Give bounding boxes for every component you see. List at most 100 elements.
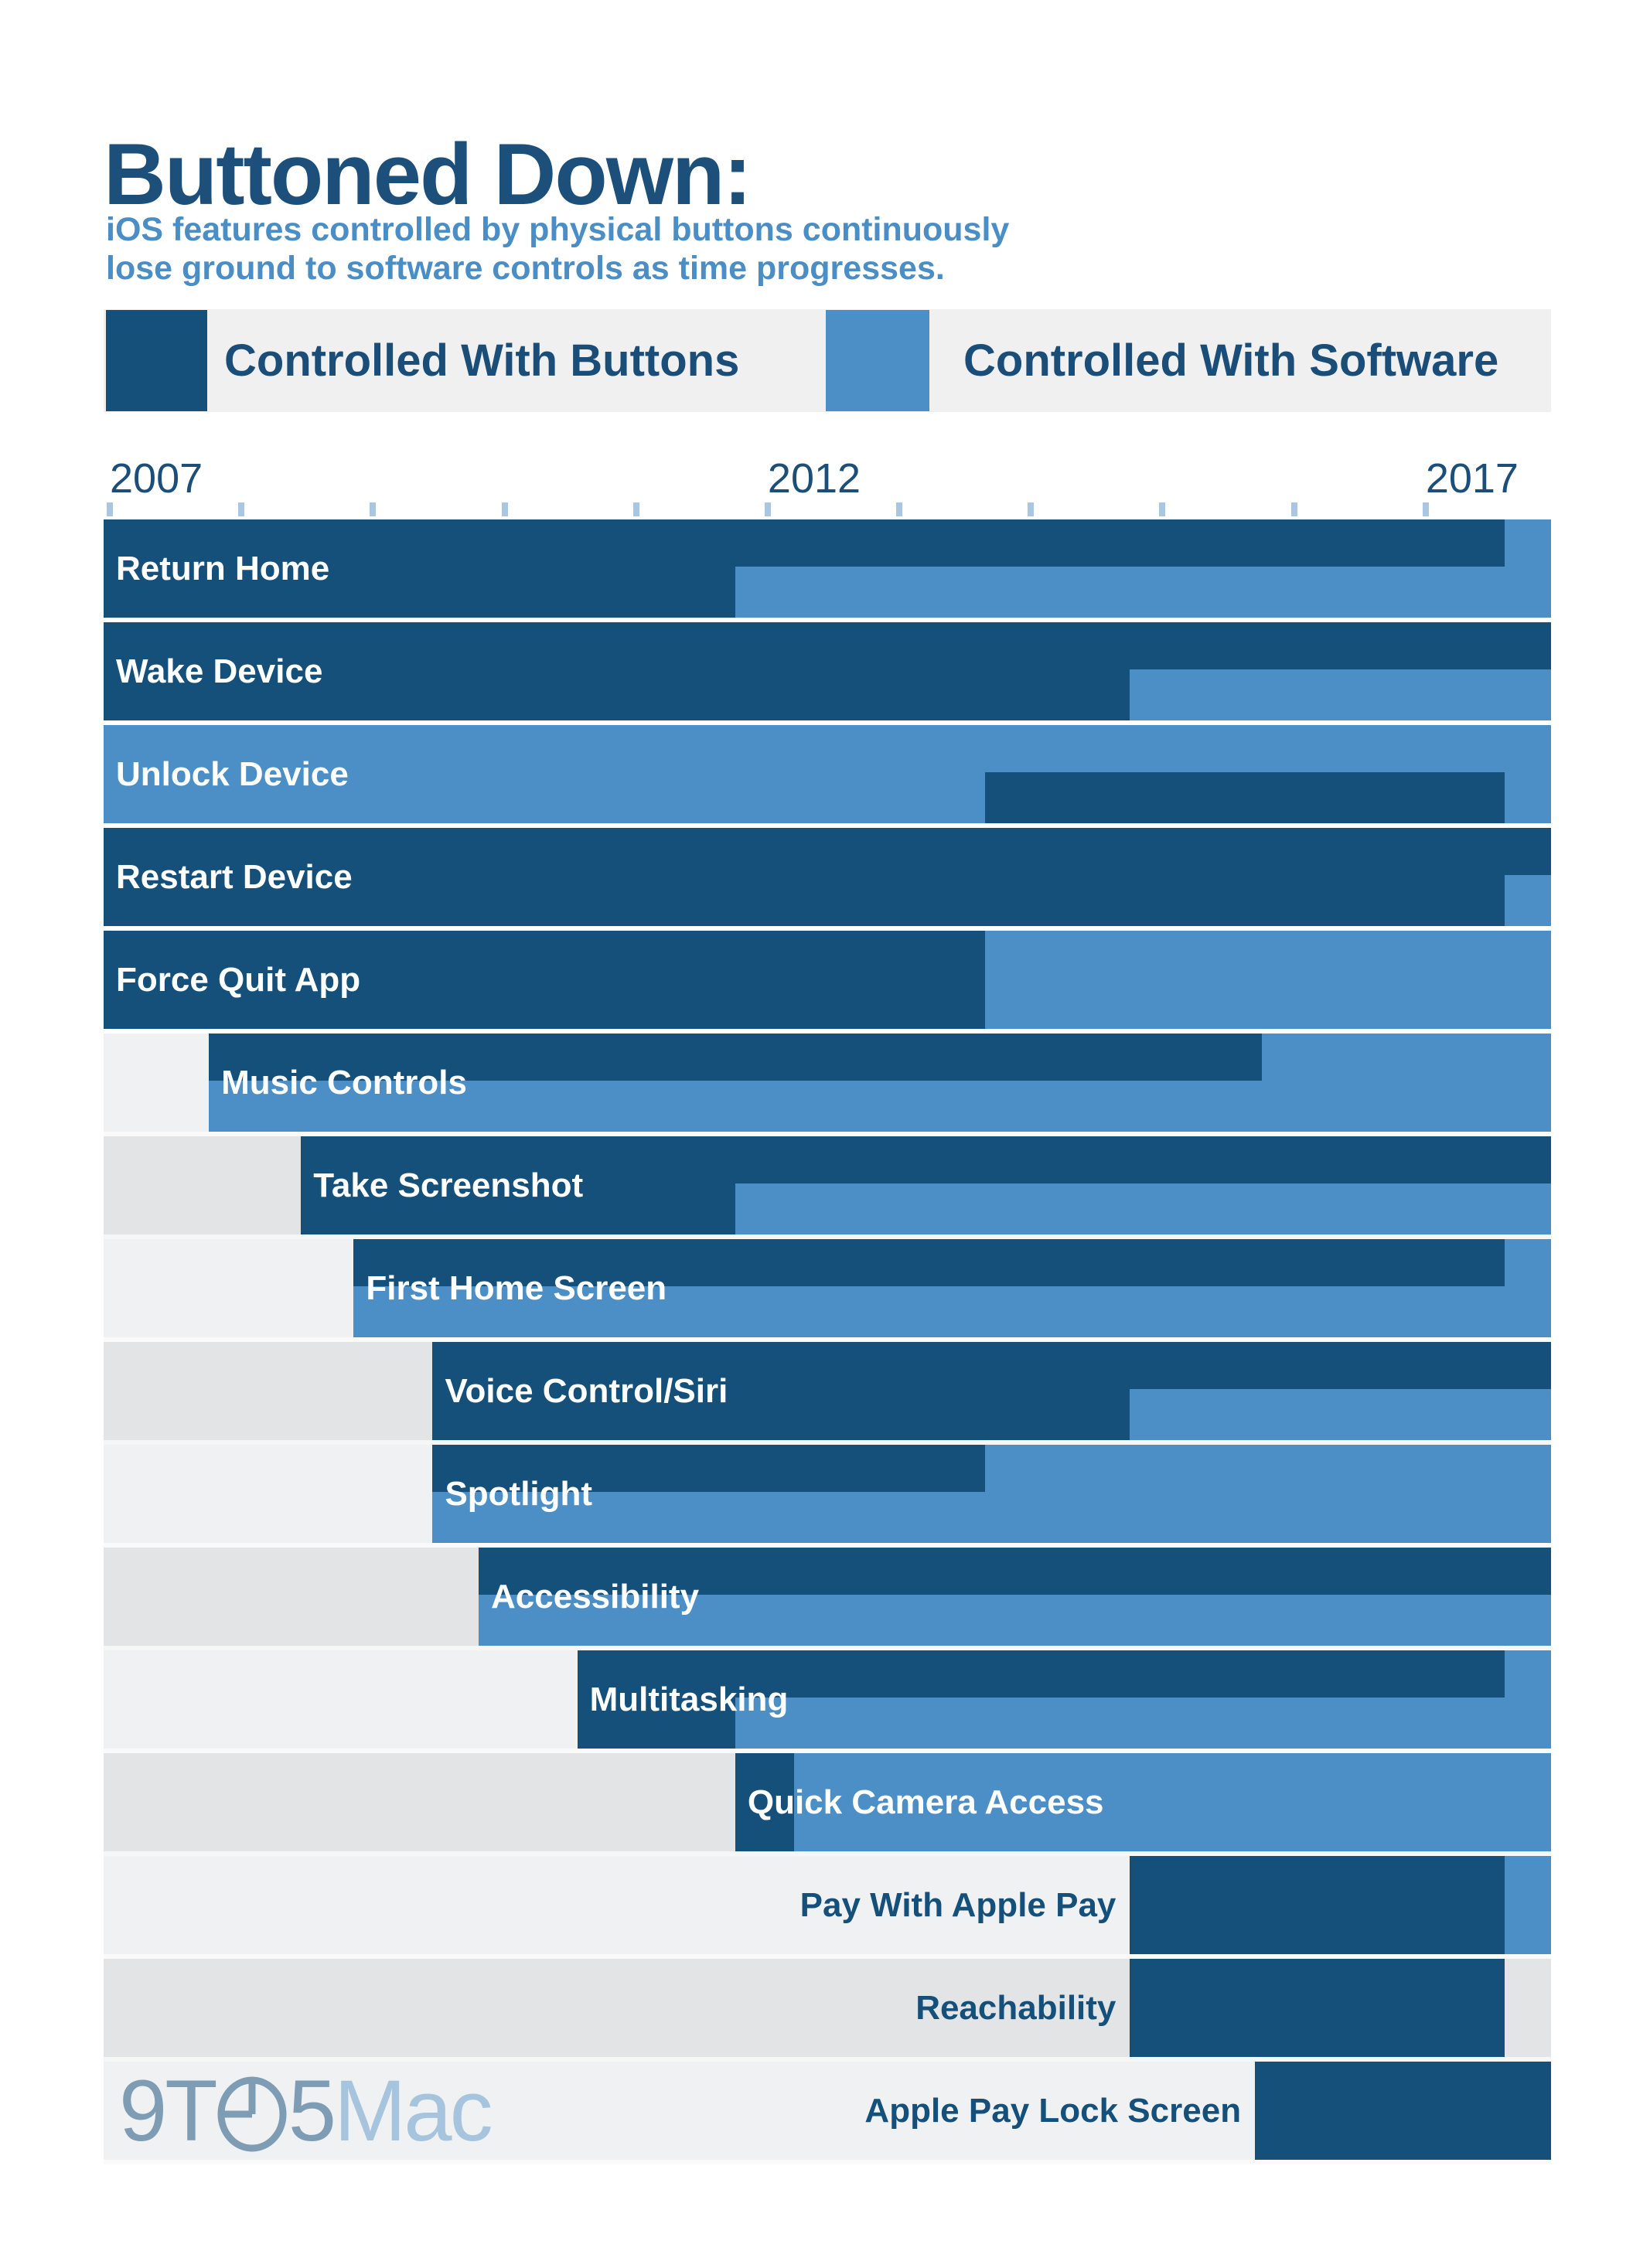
button-segment bbox=[353, 1239, 1505, 1286]
software-segment bbox=[1505, 1650, 1551, 1698]
row-label: Spotlight bbox=[445, 1474, 593, 1513]
button-segment bbox=[104, 875, 1505, 926]
feature-row-unlock-device: Unlock Device bbox=[104, 725, 1551, 828]
feature-row-first-home-screen: First Home Screen bbox=[104, 1239, 1551, 1342]
software-segment bbox=[735, 1698, 1551, 1749]
feature-row-multitasking: Multitasking bbox=[104, 1650, 1551, 1753]
button-segment bbox=[1130, 1959, 1505, 2006]
row-divider bbox=[104, 1749, 1551, 1753]
subtitle-line-2: lose ground to software controls as time… bbox=[106, 250, 945, 288]
software-segment bbox=[432, 1492, 1551, 1543]
row-label: Unlock Device bbox=[116, 754, 349, 793]
legend-label-software: Controlled With Software bbox=[963, 335, 1499, 386]
software-segment bbox=[735, 567, 1551, 618]
row-label: Music Controls bbox=[221, 1063, 467, 1102]
row-divider bbox=[104, 1132, 1551, 1136]
button-segment bbox=[1255, 2109, 1551, 2160]
feature-row-wake-device: Wake Device bbox=[104, 622, 1551, 725]
software-segment bbox=[209, 1081, 1551, 1132]
axis-tick-2009 bbox=[370, 502, 377, 516]
button-segment bbox=[432, 1389, 1130, 1440]
feature-row-pay-with-apple-pay: Pay With Apple Pay bbox=[104, 1856, 1551, 1959]
logo-text-mac: Mac bbox=[334, 2062, 493, 2159]
page-subtitle: iOS features controlled by physical butt… bbox=[106, 210, 1009, 288]
row-label: Restart Device bbox=[116, 857, 353, 896]
logo-text-9t: 9T bbox=[119, 2062, 218, 2159]
logo-text-5: 5 bbox=[288, 2062, 336, 2159]
button-segment bbox=[735, 1800, 795, 1851]
row-divider bbox=[104, 1543, 1551, 1548]
software-segment bbox=[104, 772, 986, 823]
page-title: Buttoned Down: bbox=[104, 126, 752, 223]
timeline-chart: Return Home Wake Device Unlock Device Resta… bbox=[104, 519, 1551, 2164]
software-segment bbox=[985, 931, 1551, 978]
software-segment bbox=[1505, 1239, 1551, 1286]
software-segment bbox=[1505, 519, 1551, 567]
feature-row-restart-device: Restart Device bbox=[104, 828, 1551, 931]
feature-row-return-home: Return Home bbox=[104, 519, 1551, 622]
row-label: First Home Screen bbox=[366, 1269, 667, 1307]
row-divider bbox=[104, 1851, 1551, 1856]
row-divider bbox=[104, 1234, 1551, 1239]
button-segment bbox=[301, 1136, 1551, 1183]
axis-tick-2012 bbox=[764, 502, 771, 516]
axis-tick-2013 bbox=[896, 502, 903, 516]
software-segment bbox=[1505, 875, 1551, 926]
row-divider bbox=[104, 2160, 1551, 2164]
button-segment bbox=[735, 1753, 795, 1800]
axis-tick-2014 bbox=[1028, 502, 1035, 516]
axis-year-label-2012: 2012 bbox=[767, 455, 861, 502]
button-segment bbox=[104, 828, 1551, 875]
feature-row-voice-control-siri: Voice Control/Siri bbox=[104, 1342, 1551, 1445]
axis-year-label-2017: 2017 bbox=[1425, 455, 1519, 502]
button-segment bbox=[479, 1548, 1551, 1595]
feature-row-force-quit-app: Force Quit App bbox=[104, 931, 1551, 1034]
row-label: Force Quit App bbox=[116, 960, 361, 999]
software-segment bbox=[1261, 1034, 1551, 1081]
button-segment bbox=[1130, 1903, 1505, 1954]
button-segment bbox=[104, 519, 1505, 567]
subtitle-line-1: iOS features controlled by physical butt… bbox=[106, 211, 1010, 248]
button-segment bbox=[104, 978, 986, 1029]
feature-row-spotlight: Spotlight bbox=[104, 1445, 1551, 1548]
axis-year-label-2007: 2007 bbox=[110, 455, 203, 502]
row-label: Pay With Apple Pay bbox=[799, 1885, 1116, 1924]
axis-tick-2010 bbox=[501, 502, 508, 516]
button-segment bbox=[1130, 2006, 1505, 2057]
row-divider bbox=[104, 926, 1551, 931]
row-label: Accessibility bbox=[491, 1577, 700, 1616]
legend: Controlled With Buttons Controlled With … bbox=[104, 309, 1551, 412]
button-segment bbox=[432, 1445, 986, 1492]
row-label: Voice Control/Siri bbox=[445, 1371, 728, 1410]
feature-row-take-screenshot: Take Screenshot bbox=[104, 1136, 1551, 1239]
row-divider bbox=[104, 1954, 1551, 1959]
software-segment bbox=[735, 1183, 1551, 1234]
button-segment bbox=[209, 1034, 1262, 1081]
row-divider bbox=[104, 1337, 1551, 1342]
button-segment bbox=[577, 1650, 1505, 1698]
axis-tick-2007 bbox=[107, 502, 113, 516]
button-segment bbox=[104, 931, 986, 978]
software-segment bbox=[985, 1445, 1551, 1492]
software-segment bbox=[104, 725, 1551, 772]
row-label: Multitasking bbox=[589, 1680, 789, 1718]
row-label: Wake Device bbox=[116, 652, 323, 690]
9to5mac-logo: 9T 5 Mac bbox=[119, 2062, 493, 2160]
feature-row-quick-camera-access: Quick Camera Access bbox=[104, 1753, 1551, 1856]
feature-row-music-controls: Music Controls bbox=[104, 1034, 1551, 1136]
software-segment bbox=[794, 1800, 1551, 1851]
software-segment bbox=[1505, 1856, 1551, 1903]
software-segment bbox=[479, 1595, 1551, 1646]
software-segment bbox=[794, 1753, 1551, 1800]
row-divider bbox=[104, 823, 1551, 828]
button-segment bbox=[301, 1183, 735, 1234]
axis-tick-2017 bbox=[1422, 502, 1429, 516]
feature-row-accessibility: Accessibility bbox=[104, 1548, 1551, 1650]
software-segment bbox=[1130, 669, 1551, 720]
axis-tick-2008 bbox=[238, 502, 245, 516]
button-segment bbox=[104, 567, 735, 618]
software-segment bbox=[1505, 1903, 1551, 1954]
button-segment bbox=[1130, 1856, 1505, 1903]
button-segment bbox=[104, 669, 1130, 720]
row-label: Quick Camera Access bbox=[747, 1783, 1104, 1821]
